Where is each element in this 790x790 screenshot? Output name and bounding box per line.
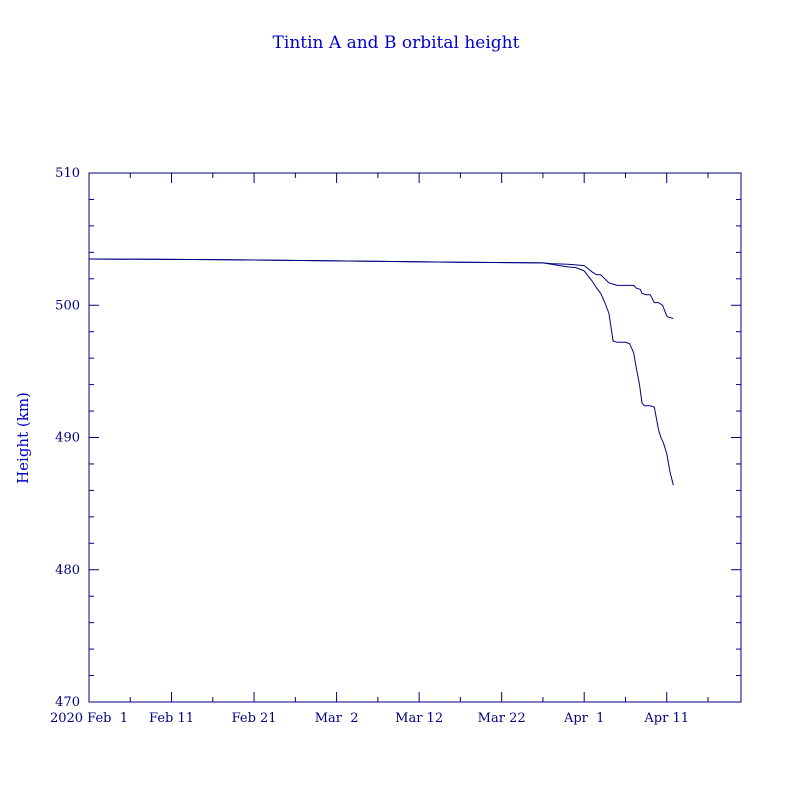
- axis-ticks: [88, 172, 741, 703]
- x-tick-label: 2020 Feb 1: [50, 711, 128, 726]
- y-tick-label: 470: [55, 695, 80, 710]
- x-tick-label: Mar 22: [478, 711, 526, 726]
- y-axis-label: Height (km): [14, 392, 32, 484]
- series-line-2: [88, 258, 674, 486]
- series-line-1: [88, 258, 674, 319]
- y-tick-label: 510: [55, 166, 80, 181]
- x-tick-label: Feb 21: [232, 711, 277, 726]
- y-tick-label: 480: [55, 563, 80, 578]
- x-tick-label: Feb 11: [149, 711, 194, 726]
- x-tick-label: Mar 12: [395, 711, 443, 726]
- chart-title: Tintin A and B orbital height: [273, 33, 520, 53]
- y-tick-label: 500: [55, 298, 80, 313]
- x-tick-label: Apr 11: [643, 711, 689, 726]
- x-tick-label: Apr 1: [563, 711, 604, 726]
- y-tick-label: 490: [55, 431, 80, 446]
- x-tick-labels: 2020 Feb 1 Feb 11 Feb 21 Mar 2 Mar 12 Mar 22 A…: [50, 711, 689, 726]
- y-tick-labels: 470 480 490 500 510: [55, 166, 80, 710]
- x-tick-label: Mar 2: [315, 711, 359, 726]
- plot-frame: [88, 172, 742, 703]
- series-lines: [88, 258, 674, 486]
